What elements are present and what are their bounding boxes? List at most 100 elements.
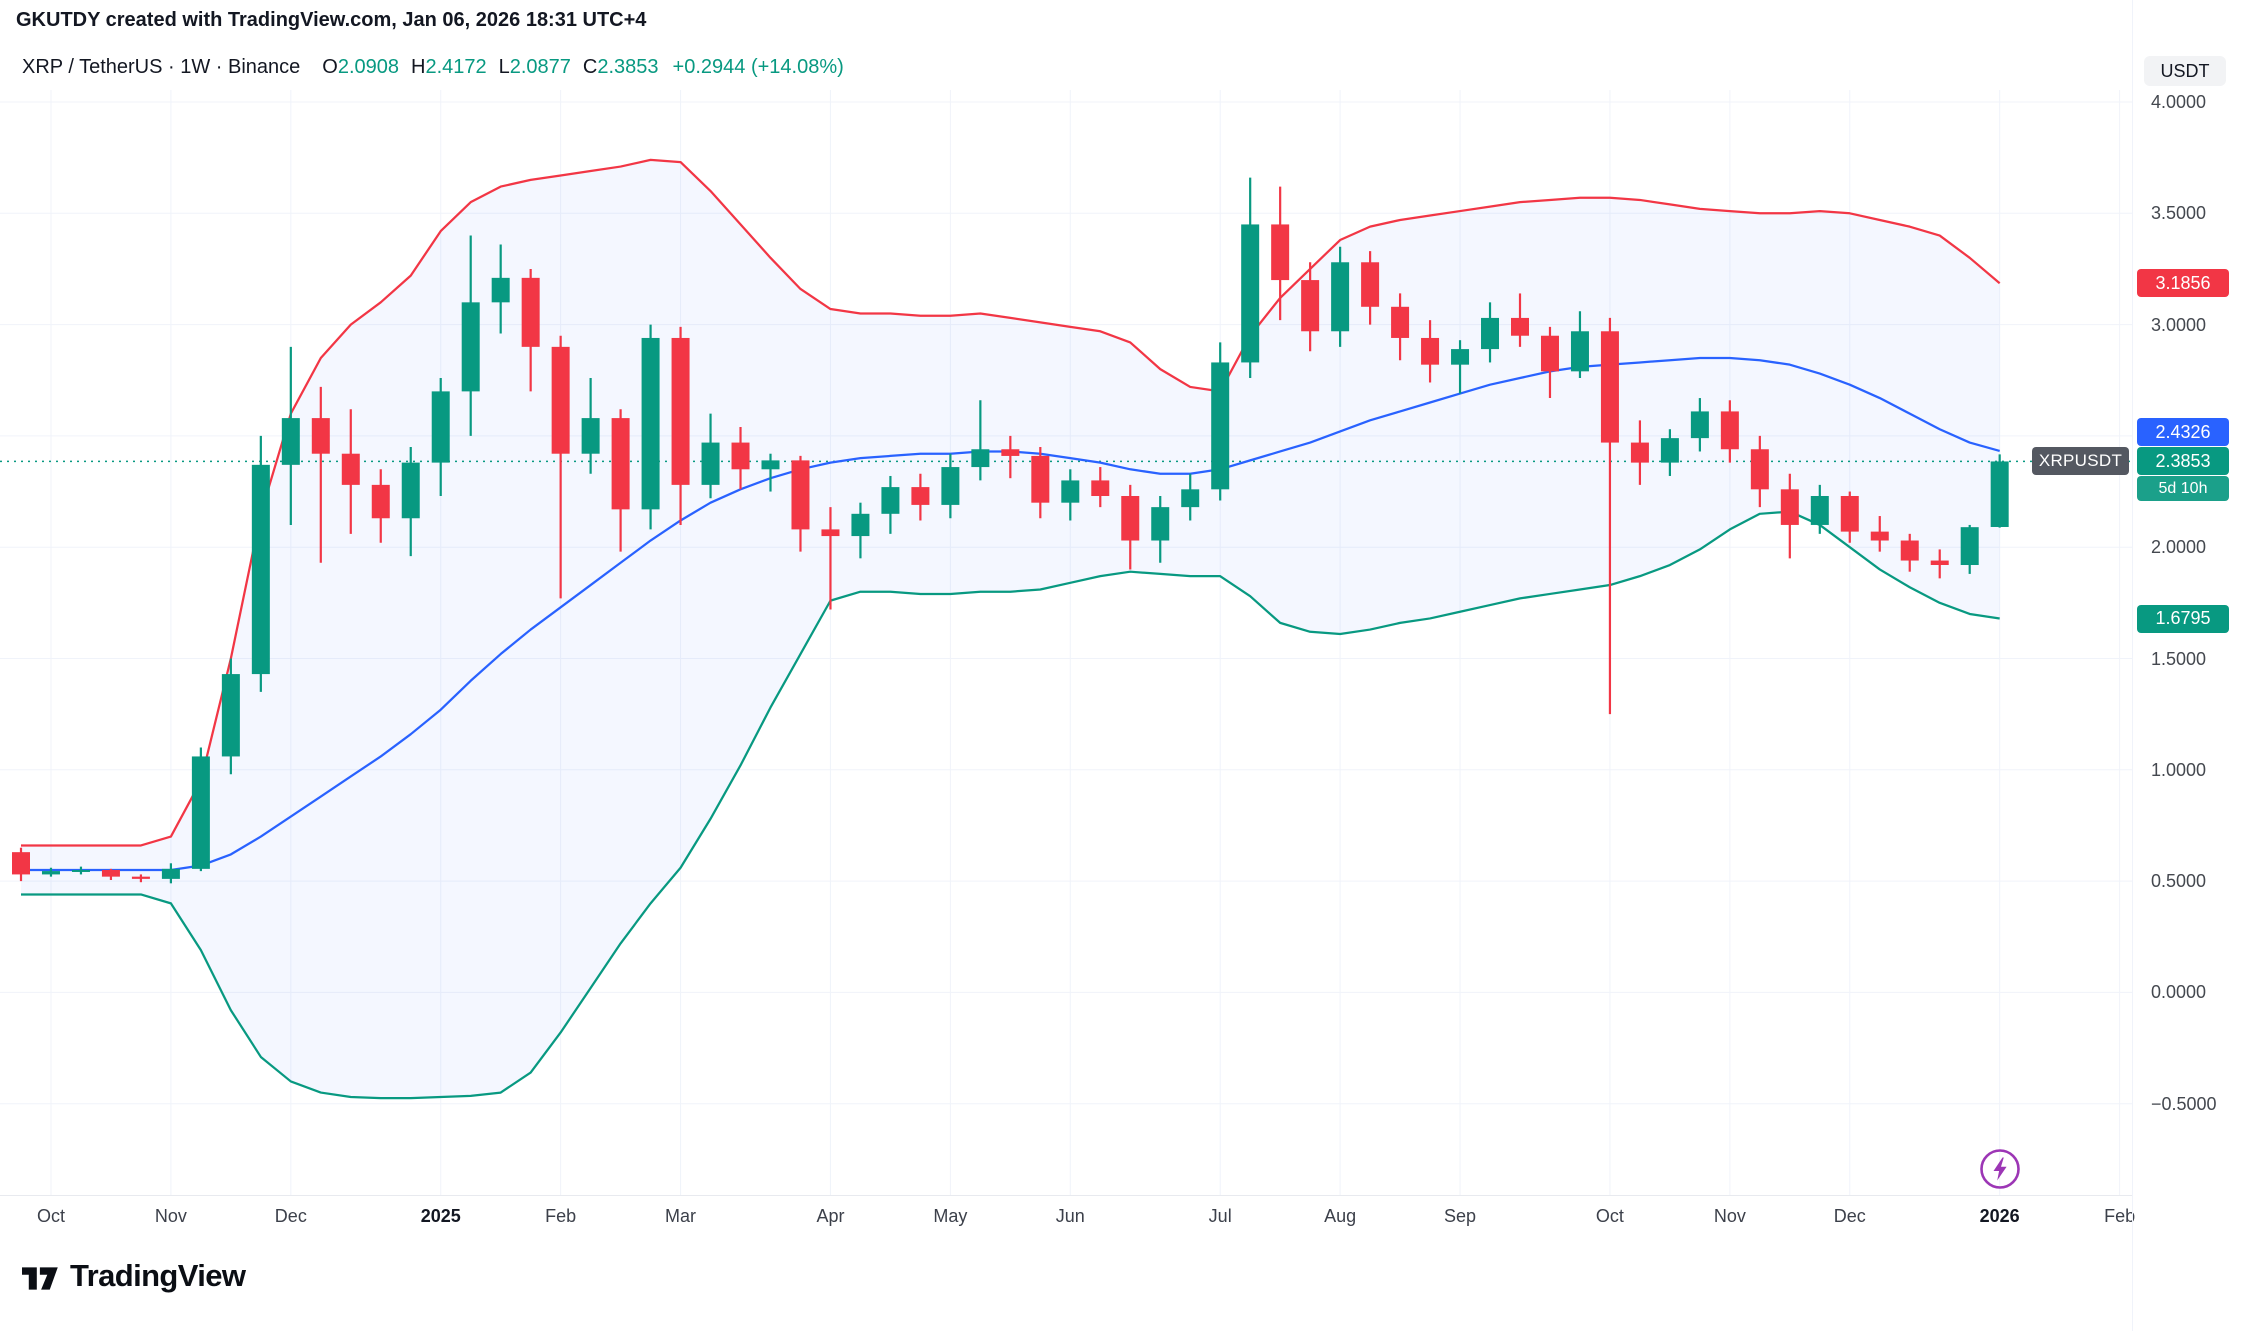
candle-body	[131, 876, 150, 879]
time-label: Dec	[1833, 1206, 1866, 1226]
candle-body	[1870, 531, 1889, 541]
candle-body	[1271, 224, 1290, 281]
ohlc-high: H2.4172	[411, 56, 487, 79]
candle-body	[701, 442, 720, 485]
change-value: +0.2944 (+14.08%)	[672, 56, 844, 78]
candle-body	[311, 418, 330, 454]
bb-lower-price-label: 1.6795	[2137, 604, 2229, 633]
candle-body	[581, 418, 600, 454]
candle-body	[1421, 337, 1440, 365]
price-tick: 2.0000	[2151, 537, 2207, 558]
last-price-label: 2.3853	[2137, 447, 2229, 476]
high-value: 2.4172	[425, 56, 487, 78]
candle-body	[1031, 455, 1050, 503]
candle-body	[1061, 480, 1080, 503]
time-label: 2025	[420, 1206, 461, 1226]
candle-body	[611, 418, 630, 510]
bb-basis-price-label: 2.4326	[2137, 418, 2229, 447]
time-label: Aug	[1324, 1206, 1357, 1226]
candle-body	[1151, 507, 1170, 541]
tradingview-logo[interactable]: TradingView	[22, 1258, 246, 1294]
candle-body	[71, 869, 90, 872]
bollinger-fill	[21, 159, 2000, 1099]
candle-body	[12, 852, 30, 875]
candle-body	[371, 484, 390, 519]
candle-body	[851, 513, 870, 537]
ohlc-open: O2.0908	[322, 56, 399, 79]
bar-countdown-label: 5d 10h	[2137, 476, 2229, 502]
candle-body	[1091, 480, 1110, 497]
price-tick: −0.5000	[2151, 1093, 2217, 1114]
candle-body	[641, 337, 660, 510]
candle-body	[161, 868, 180, 879]
candle-body	[1511, 317, 1529, 336]
candle-body	[101, 869, 120, 877]
candle-body	[1241, 224, 1260, 363]
time-label: Oct	[36, 1206, 65, 1226]
ohlc-close: C2.3853	[583, 56, 659, 79]
close-label: C	[582, 56, 598, 78]
lightning-icon[interactable]	[1978, 1147, 2022, 1191]
price-tick: 3.5000	[2151, 203, 2207, 224]
candle-body	[971, 449, 990, 468]
symbol-title[interactable]: XRP / TetherUS · 1W · Binance	[22, 56, 301, 78]
candle-body	[791, 460, 810, 530]
tradingview-logo-text: TradingView	[70, 1258, 246, 1293]
open-value: 2.0908	[337, 56, 399, 78]
candle-body	[1001, 449, 1020, 456]
low-value: 2.0877	[509, 56, 571, 78]
candle-body	[1481, 317, 1500, 350]
time-axis[interactable]: Oct Nov Dec 2025 Feb Mar Apr May Jun Jul Aug Sep Oct…	[0, 1195, 2135, 1240]
bb-lower-line	[21, 510, 2000, 1100]
bb-upper-price-label: 3.1856	[2137, 269, 2229, 298]
candle-body	[1600, 331, 1619, 443]
candle-body	[191, 756, 210, 869]
chart-pane[interactable]	[0, 90, 2132, 1195]
time-label: May	[933, 1206, 968, 1226]
candle-body	[491, 277, 510, 303]
price-tick: 0.0000	[2151, 982, 2207, 1003]
time-label: Apr	[816, 1206, 845, 1226]
candle-body	[941, 467, 960, 505]
candle-body	[881, 487, 900, 514]
candle-body	[551, 346, 570, 454]
time-label: Dec	[274, 1206, 307, 1226]
candle-body	[221, 674, 240, 757]
candle-body	[431, 391, 450, 463]
time-label: Sep	[1444, 1206, 1477, 1226]
candle-body	[1361, 262, 1380, 307]
symbol-header: XRP / TetherUS · 1W · Binance O2.0908 H2…	[22, 56, 844, 79]
attribution-text: GKUTDY created with TradingView.com, Jan…	[16, 9, 647, 31]
candle-body	[1630, 442, 1649, 463]
tradingview-logo-mark	[22, 1267, 58, 1290]
candle-body	[1750, 449, 1769, 490]
candle-body	[761, 460, 780, 470]
candle-body	[1331, 262, 1350, 332]
candle-body	[521, 277, 540, 347]
candle-body	[1810, 496, 1829, 525]
price-tick: 3.0000	[2151, 314, 2207, 335]
price-tick: 1.0000	[2151, 759, 2207, 780]
candle-body	[1990, 461, 2009, 527]
open-label: O	[322, 56, 338, 78]
candle-body	[41, 871, 60, 875]
candle-body	[1181, 489, 1200, 508]
time-label: 2026	[1979, 1206, 2020, 1226]
candle-body	[1930, 560, 1949, 566]
candle-body	[401, 462, 420, 519]
candle-body	[1900, 540, 1919, 561]
price-tick: 1.5000	[2151, 648, 2207, 669]
time-label: Oct	[1595, 1206, 1624, 1226]
time-label: Feb	[545, 1206, 577, 1226]
candle-body	[1301, 280, 1320, 332]
ohlc-low: L2.0877	[499, 56, 571, 79]
candle-body	[1570, 331, 1589, 372]
time-label: Mar	[665, 1206, 697, 1226]
candle-body	[1540, 335, 1559, 372]
price-axis[interactable]: USDT 4.0000 3.5000 3.0000 2.0000 1.5000 1.000…	[2132, 0, 2255, 1331]
candle-body	[1780, 489, 1799, 525]
low-label: L	[498, 56, 510, 78]
time-label: Jul	[1208, 1206, 1232, 1226]
candle-body	[1720, 411, 1739, 450]
